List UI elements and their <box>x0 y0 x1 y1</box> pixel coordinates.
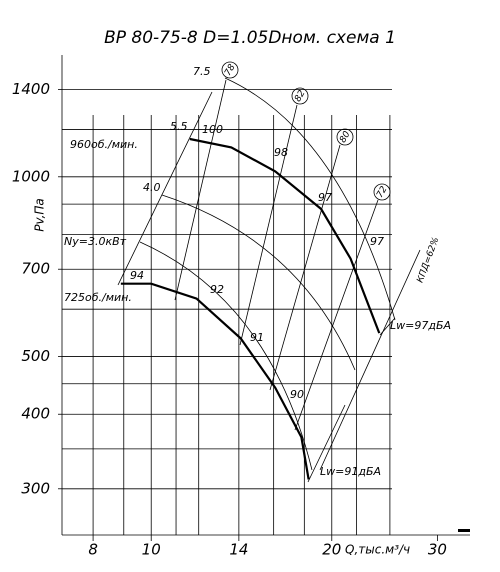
power-arc <box>161 194 356 371</box>
annotation: 4.0 <box>143 181 161 194</box>
annotation: 7.5 <box>193 65 211 78</box>
annotation: 90 <box>290 388 304 401</box>
ray <box>294 199 379 431</box>
marker <box>458 529 470 532</box>
series-line <box>189 137 381 334</box>
y-tick-label: 400 <box>21 405 50 423</box>
ray <box>174 79 227 301</box>
power-arc <box>224 77 396 321</box>
circle <box>336 128 354 146</box>
annotation: 92 <box>210 283 224 296</box>
x-tick-label: 10 <box>142 541 161 559</box>
ray <box>319 249 421 471</box>
annotation: Lw=91дБА <box>320 465 381 478</box>
y-axis-label: Pv,Па <box>33 198 47 232</box>
tie <box>379 317 396 336</box>
series-line <box>120 282 310 480</box>
ray <box>269 144 341 391</box>
annotation: 100 <box>202 123 223 136</box>
y-tick-label: 1400 <box>12 80 50 98</box>
circle <box>291 87 309 105</box>
y-tick-label: 700 <box>21 260 50 278</box>
annotation: 98 <box>274 146 288 159</box>
power-arc <box>139 241 313 471</box>
annotation: КПД=62% <box>416 236 442 284</box>
x-tick-label: 8 <box>88 541 98 559</box>
decoration <box>61 55 470 536</box>
circle <box>221 61 239 79</box>
x-tick-label: 20 <box>322 541 341 559</box>
annotation: 97 <box>370 235 384 248</box>
x-tick-label: 30 <box>428 541 447 559</box>
ray <box>117 91 213 286</box>
y-tick-label: 500 <box>21 347 50 365</box>
ray <box>239 104 298 346</box>
series-label: 725об./мин. <box>64 291 132 304</box>
annotation: 5.5 <box>170 120 188 133</box>
chart-title: ВР 80-75-8 D=1.05Dном. схема 1 <box>104 28 396 48</box>
annotation: 91 <box>250 331 264 344</box>
annotation: 94 <box>130 269 144 282</box>
x-axis-label: Q,тыс.м³/ч <box>345 543 410 557</box>
y-tick-label: 300 <box>21 479 50 497</box>
x-tick-label: 14 <box>229 541 248 559</box>
y-tick-label: 1000 <box>12 167 50 185</box>
annotation: Ny=3.0кВт <box>64 235 127 248</box>
tie <box>307 404 346 483</box>
annotation: 97 <box>318 191 332 204</box>
series-label: 960об./мин. <box>70 138 138 151</box>
annotation: Lw=97дБА <box>390 319 451 332</box>
